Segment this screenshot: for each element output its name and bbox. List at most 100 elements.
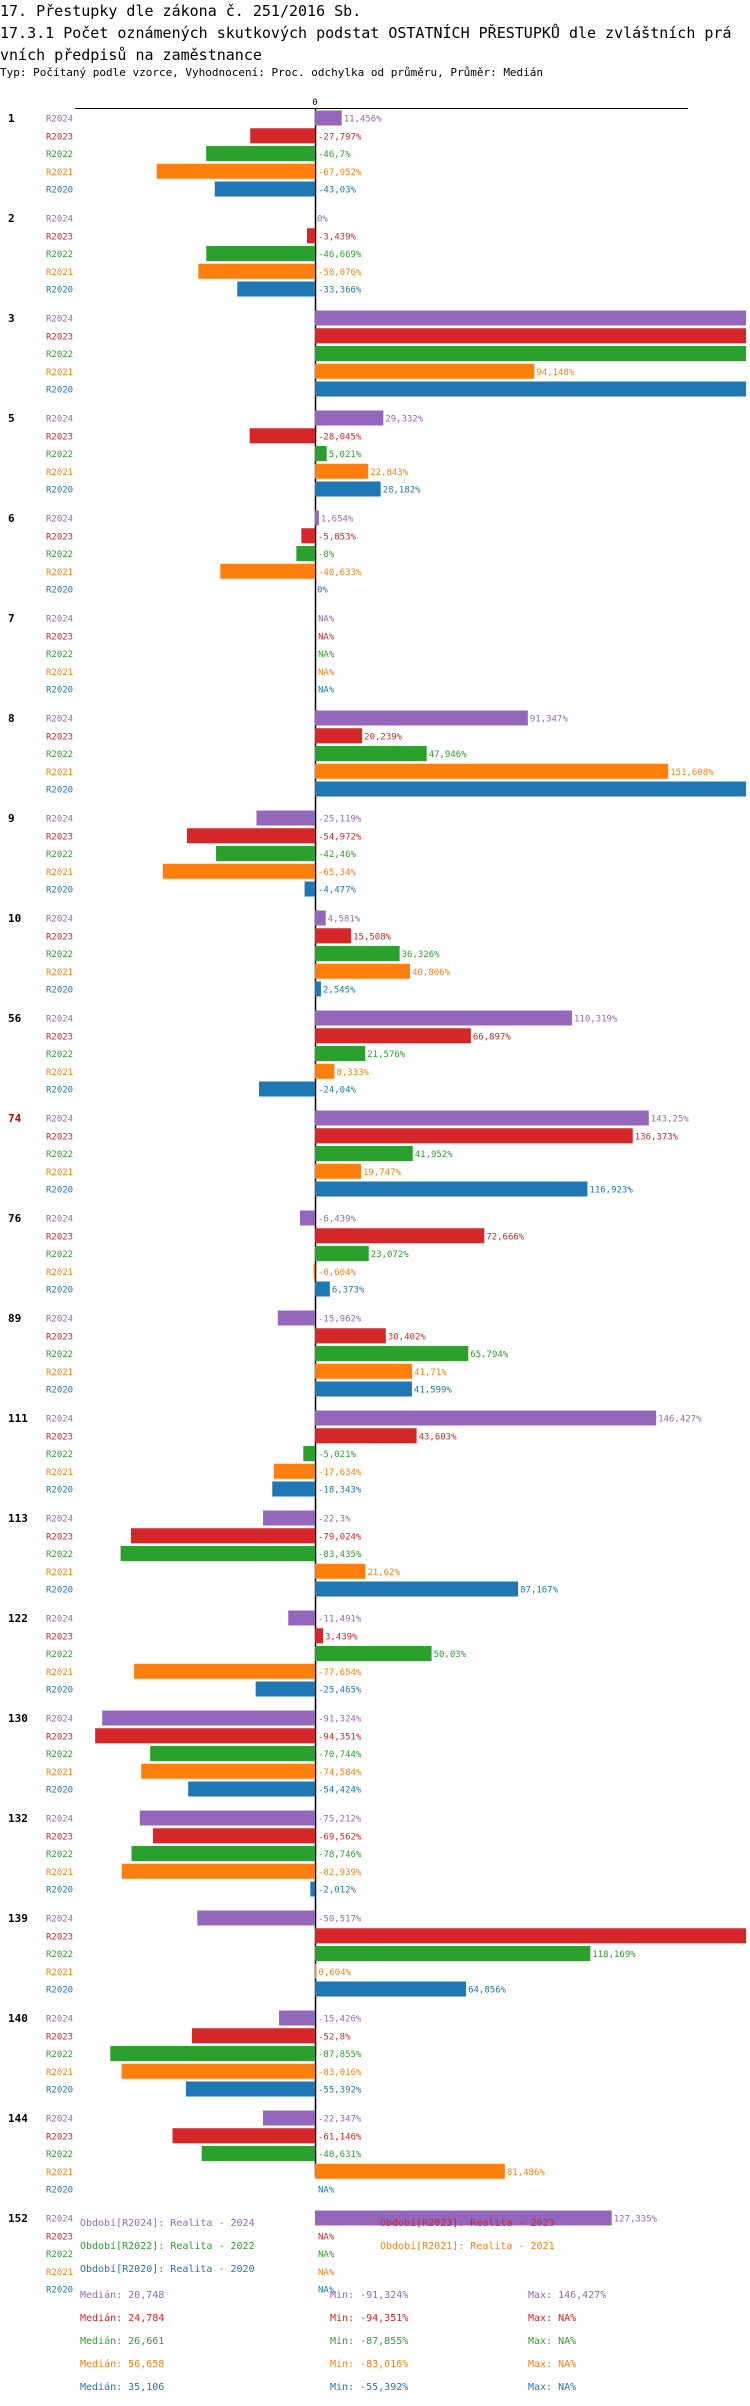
chart-title-line-1: 17.3.1 Počet oznámených skutkových podst… (0, 24, 732, 42)
data-label-140-R2021: -83,016% (318, 2068, 362, 2078)
series-label-8-R2022: R2022 (46, 750, 73, 760)
bar-113-R2022 (120, 1546, 315, 1561)
series-label-74-R2021: R2021 (46, 1168, 73, 1178)
group-label-1: 1 (8, 112, 15, 125)
data-label-122-R2022: 50,03% (434, 1650, 467, 1660)
series-label-144-R2024: R2024 (46, 2115, 73, 2125)
series-label-6-R2023: R2023 (46, 532, 73, 542)
data-label-76-R2024: -6,439% (318, 1215, 357, 1225)
series-label-130-R2020: R2020 (46, 1786, 73, 1796)
bar-74-R2024 (315, 1110, 649, 1126)
data-label-111-R2020: -18,343% (318, 1486, 362, 1496)
series-label-56-R2024: R2024 (46, 1015, 73, 1025)
bar-111-R2024 (315, 1410, 657, 1426)
series-label-2-R2022: R2022 (46, 250, 73, 260)
stat-min-R2021: Min: -83,016% (330, 2359, 408, 2370)
stat-min-R2024: Min: -91,324% (330, 2290, 408, 2301)
bar-76-R2021 (313, 1263, 315, 1279)
series-label-113-R2022: R2022 (46, 1550, 73, 1560)
series-label-2-R2020: R2020 (46, 286, 73, 296)
series-label-10-R2022: R2022 (46, 950, 73, 960)
group-label-56: 56 (8, 1012, 22, 1025)
bar-113-R2020 (315, 1581, 519, 1597)
bar-89-R2024 (277, 1310, 315, 1326)
data-label-9-R2023: -54,972% (318, 832, 362, 842)
bar-9-R2023 (186, 828, 315, 844)
bar-130-R2022 (150, 1746, 315, 1761)
series-label-122-R2023: R2023 (46, 1632, 73, 1642)
data-label-7-R2021: NA% (318, 668, 335, 678)
bar-144-R2021 (315, 2163, 505, 2179)
bar-8-R2024 (315, 710, 528, 726)
chart-title-line-2: vních předpisů na zaměstnance (0, 46, 262, 64)
data-label-111-R2023: 43,603% (419, 1432, 458, 1442)
data-label-6-R2024: 1,654% (321, 515, 354, 525)
bar-9-R2022 (216, 846, 315, 861)
data-label-2-R2023: -3,439% (318, 232, 357, 242)
series-label-56-R2023: R2023 (46, 1032, 73, 1042)
series-label-132-R2024: R2024 (46, 1815, 73, 1825)
data-label-8-R2024: 91,347% (530, 715, 569, 725)
data-label-7-R2022: NA% (318, 650, 335, 660)
stat-max-R2020: Max: NA% (528, 2382, 576, 2393)
series-label-122-R2024: R2024 (46, 1615, 73, 1625)
bar-6-R2023 (301, 528, 315, 544)
series-label-74-R2022: R2022 (46, 1150, 73, 1160)
stat-median-R2022: Medián: 26,661 (80, 2335, 164, 2347)
series-label-8-R2023: R2023 (46, 732, 73, 742)
series-label-132-R2023: R2023 (46, 1832, 73, 1842)
series-label-10-R2024: R2024 (46, 915, 73, 925)
series-label-89-R2024: R2024 (46, 1315, 73, 1325)
series-label-6-R2024: R2024 (46, 515, 73, 525)
series-label-1-R2024: R2024 (46, 115, 73, 125)
bar-56-R2024 (315, 1010, 573, 1026)
series-label-3-R2024: R2024 (46, 315, 73, 325)
series-label-139-R2023: R2023 (46, 1932, 73, 1942)
bar-132-R2022 (131, 1846, 315, 1861)
bar-3-R2021 (315, 363, 535, 379)
series-label-140-R2024: R2024 (46, 2015, 73, 2025)
data-label-152-R2022: NA% (318, 2250, 335, 2260)
data-label-5-R2021: 22,843% (370, 468, 409, 478)
bar-130-R2021 (141, 1763, 315, 1779)
bar-139-R2024 (197, 1910, 315, 1926)
group-label-152: 152 (8, 2212, 28, 2225)
data-label-6-R2023: -5,853% (318, 532, 357, 542)
series-label-10-R2023: R2023 (46, 932, 73, 942)
bar-2-R2020 (237, 281, 315, 297)
bar-76-R2020 (315, 1281, 330, 1297)
group-label-2: 2 (8, 212, 15, 225)
group-label-113: 113 (8, 1512, 28, 1525)
group-label-3: 3 (8, 312, 15, 325)
series-label-130-R2022: R2022 (46, 1750, 73, 1760)
data-label-76-R2021: -0,604% (318, 1268, 357, 1278)
bar-10-R2022 (315, 946, 400, 961)
legend-item-R2020: Období[R2020]: Realita - 2020 (80, 2263, 255, 2275)
series-label-6-R2020: R2020 (46, 586, 73, 596)
data-label-10-R2021: 40,806% (412, 968, 451, 978)
series-label-89-R2023: R2023 (46, 1332, 73, 1342)
group-label-130: 130 (8, 1712, 28, 1725)
bar-140-R2022 (110, 2046, 315, 2061)
data-label-1-R2024: 11,456% (344, 115, 383, 125)
bar-56-R2022 (315, 1046, 366, 1061)
bar-5-R2022 (315, 446, 327, 461)
data-label-1-R2020: -43,03% (318, 186, 357, 196)
series-label-152-R2020: R2020 (46, 2286, 73, 2296)
series-label-113-R2024: R2024 (46, 1515, 73, 1525)
stat-median-R2024: Medián: 20,748 (80, 2289, 164, 2301)
series-label-9-R2022: R2022 (46, 850, 73, 860)
bar-76-R2022 (315, 1246, 369, 1261)
data-label-56-R2021: 8,333% (336, 1068, 369, 1078)
bar-3-R2020 (315, 381, 747, 397)
bar-6-R2022 (296, 546, 315, 561)
data-label-132-R2020: -2,012% (318, 1886, 357, 1896)
data-label-74-R2020: 116,923% (589, 1186, 633, 1196)
bar-152-R2024 (315, 2210, 612, 2226)
series-label-111-R2022: R2022 (46, 1450, 73, 1460)
data-label-113-R2021: 21,62% (367, 1568, 400, 1578)
bar-122-R2024 (288, 1610, 315, 1626)
bar-74-R2020 (315, 1181, 588, 1197)
data-label-2-R2022: -46,669% (318, 250, 362, 260)
series-label-8-R2020: R2020 (46, 786, 73, 796)
